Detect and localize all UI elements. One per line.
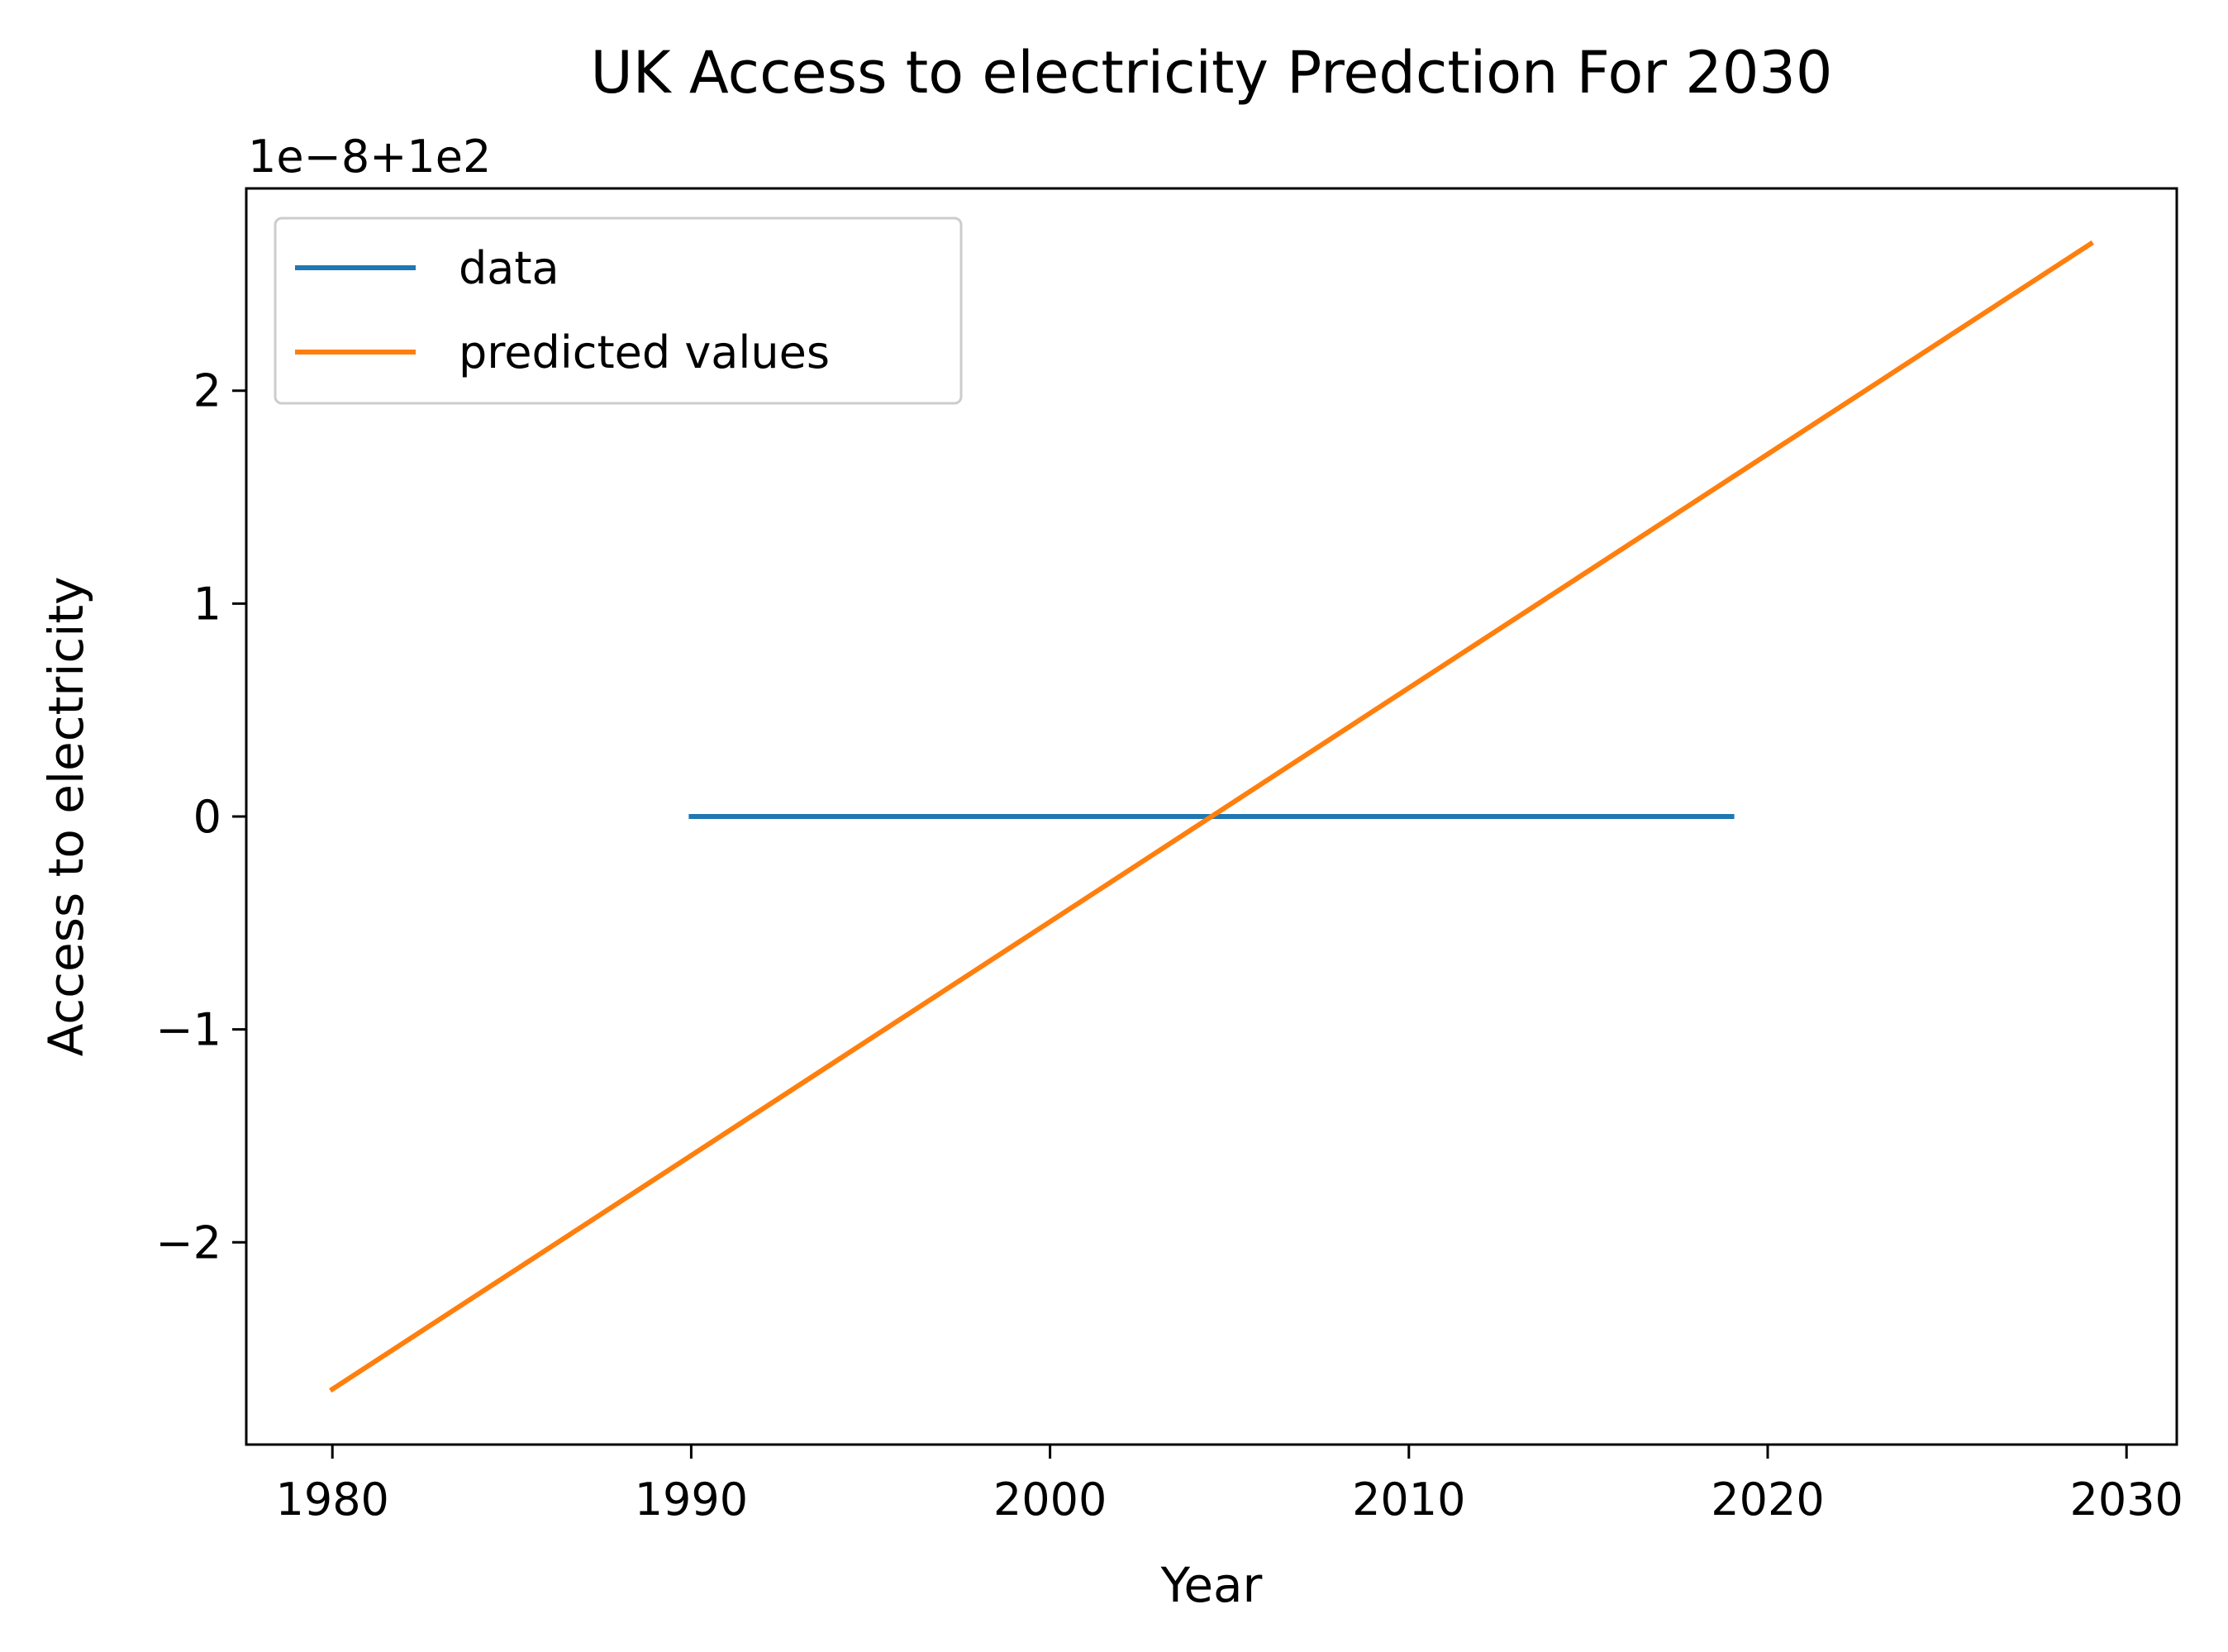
y-axis-label: Access to electricity [38, 577, 94, 1057]
y-tick-label: 1 [193, 578, 221, 630]
x-tick-label: 1980 [275, 1473, 388, 1526]
y-ticks: −2 −1 0 1 2 [155, 365, 246, 1269]
series-line-predicted-values [329, 240, 2094, 1393]
x-tick-label: 1990 [635, 1473, 748, 1526]
y-tick-label: 2 [193, 365, 221, 417]
legend-box [274, 217, 963, 405]
x-ticks: 1980 1990 2000 2010 2020 2030 [275, 1445, 2183, 1526]
y-tick-label: −1 [155, 1004, 221, 1056]
x-tick-label: 2010 [1352, 1473, 1465, 1526]
x-tick-label: 2020 [1711, 1473, 1824, 1526]
y-tick-label: 0 [193, 791, 221, 843]
legend: data predicted values [274, 217, 963, 405]
x-tick-label: 2030 [2069, 1473, 2183, 1526]
x-axis-label: Year [1160, 1557, 1263, 1613]
legend-label-data: data [459, 242, 559, 294]
y-axis-offset-text: 1e−8+1e2 [248, 131, 491, 183]
legend-label-predicted-values: predicted values [459, 326, 830, 378]
x-tick-label: 2000 [993, 1473, 1107, 1526]
plot-layer [329, 240, 2094, 1393]
chart-title: UK Access to electricity Predction For 2… [591, 39, 1833, 107]
y-tick-label: −2 [155, 1216, 221, 1269]
